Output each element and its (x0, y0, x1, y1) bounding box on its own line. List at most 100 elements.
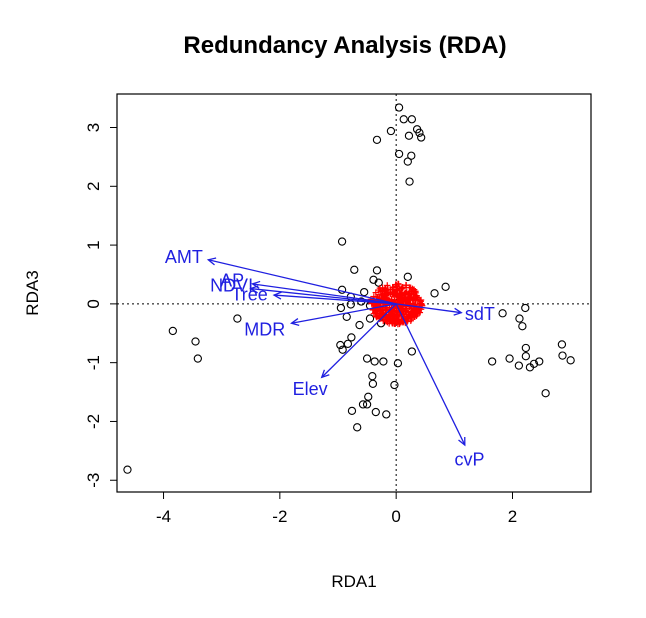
site-point (487, 357, 497, 366)
env-vector: AMT (165, 247, 397, 305)
site-point (403, 272, 412, 281)
site-point (370, 357, 379, 366)
y-tick-label: -3 (84, 473, 103, 488)
species-point (382, 286, 389, 293)
site-point (386, 126, 396, 136)
env-vector-arrowhead (249, 285, 259, 294)
site-point (430, 289, 439, 298)
site-point (521, 352, 531, 361)
species-point (394, 280, 402, 287)
site-point (407, 347, 417, 356)
env-vector-line (250, 287, 397, 305)
env-vector: Elev (293, 303, 397, 399)
env-vector-arrowhead (272, 291, 282, 300)
env-vector-label: AP (220, 270, 244, 290)
site-point (365, 314, 375, 323)
site-point (541, 389, 550, 398)
site-point (374, 278, 383, 287)
env-vector-label: MDR (244, 320, 285, 340)
y-axis: -3 -2 -1 0 1 2 3 (84, 123, 117, 488)
site-point (399, 115, 408, 124)
site-point (557, 340, 567, 349)
env-vector-arrowhead (206, 257, 217, 266)
species-point (400, 297, 407, 304)
species-point (377, 312, 385, 319)
site-point (498, 309, 507, 318)
species-point (413, 307, 420, 314)
site-point (368, 379, 378, 388)
x-axis: -4 -2 0 2 (156, 492, 517, 526)
env-vector-line (395, 303, 466, 446)
site-point (193, 354, 202, 363)
site-point (566, 356, 575, 365)
species-point (378, 287, 386, 295)
species-point (414, 294, 421, 301)
env-vector-label: Elev (293, 379, 328, 399)
site-point (191, 337, 200, 346)
site-point (558, 351, 567, 360)
env-vector-arrowhead (453, 307, 463, 316)
species-point (407, 310, 415, 318)
site-point (515, 314, 524, 323)
site-point (350, 265, 359, 274)
site-point (355, 320, 364, 330)
site-point (123, 465, 132, 474)
env-vector-arrowhead (458, 436, 466, 447)
env-vector-label: Tree (231, 284, 267, 304)
species-point (404, 315, 411, 322)
site-point (371, 407, 380, 417)
site-point (529, 359, 539, 368)
env-vector-line (252, 283, 397, 305)
species-point (382, 291, 390, 299)
species-point (389, 284, 396, 291)
x-tick-label: 2 (508, 507, 517, 526)
env-vector: AP (220, 270, 397, 305)
species-point (401, 306, 409, 313)
species-point (369, 306, 377, 313)
y-tick-label: -1 (84, 355, 103, 370)
x-tick-label: 0 (391, 507, 400, 526)
env-vector: NDVI (210, 276, 397, 305)
species-point (375, 291, 383, 298)
species-point (384, 294, 391, 302)
site-point (417, 133, 426, 142)
site-point (360, 287, 369, 297)
species-point (410, 286, 417, 293)
site-point (394, 149, 404, 159)
site-point (404, 131, 414, 140)
site-point (347, 333, 356, 342)
site-point (518, 322, 527, 331)
env-vector: MDR (244, 303, 397, 340)
site-point (362, 400, 372, 409)
env-vector-line (396, 303, 462, 314)
species-point (370, 310, 378, 317)
site-point (535, 357, 544, 366)
site-point (441, 282, 450, 291)
site-point (338, 345, 347, 354)
species-point (409, 296, 416, 303)
site-point (336, 303, 346, 313)
site-point (505, 354, 514, 363)
y-tick-label: 2 (84, 182, 103, 191)
sites-layer (123, 103, 575, 474)
zero-lines (117, 94, 591, 492)
site-point (362, 354, 372, 363)
env-vector-line (291, 303, 397, 324)
site-point (233, 314, 242, 323)
site-point (521, 303, 530, 313)
y-tick-label: 0 (84, 299, 103, 308)
site-point (394, 103, 404, 112)
site-point (368, 372, 377, 381)
env-vector-label: cvP (454, 450, 484, 470)
site-point (358, 400, 368, 409)
env-vector-line (321, 303, 397, 378)
site-point (347, 406, 357, 416)
chart-title: Redundancy Analysis (RDA) (183, 32, 506, 59)
site-point (407, 115, 417, 124)
site-point (372, 266, 382, 275)
y-axis-label: RDA3 (23, 270, 42, 315)
env-vector-label: sdT (465, 304, 495, 324)
site-point (346, 300, 355, 309)
